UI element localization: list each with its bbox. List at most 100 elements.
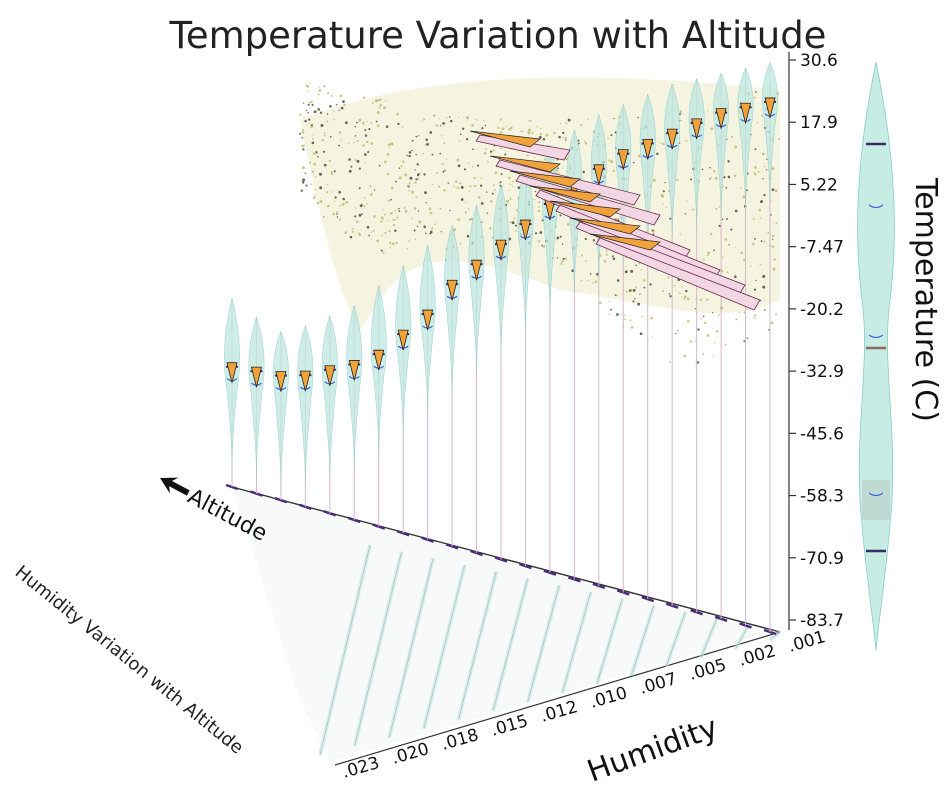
scatter-point: [411, 149, 413, 152]
scatter-point: [534, 232, 538, 235]
scatter-point: [310, 100, 313, 104]
scatter-point: [356, 140, 359, 143]
scatter-point: [508, 189, 510, 191]
scatter-point: [684, 295, 687, 299]
scatter-point: [416, 135, 419, 137]
scatter-point: [611, 255, 614, 258]
violin-body: [590, 113, 607, 278]
scatter-point: [381, 234, 383, 237]
violin-body: [444, 224, 461, 394]
scatter-point: [684, 213, 686, 215]
scatter-point: [429, 131, 433, 134]
scatter-point: [428, 207, 432, 211]
scatter-point: [431, 227, 434, 230]
scatter-point: [753, 288, 757, 291]
scatter-point: [305, 109, 308, 112]
scatter-point: [383, 213, 386, 216]
scatter-point: [461, 127, 465, 131]
scatter-point: [303, 144, 305, 147]
scatter-point: [304, 172, 307, 175]
scatter-point: [330, 94, 333, 97]
scatter-point: [376, 124, 380, 128]
scatter-point: [417, 178, 420, 180]
scatter-point: [723, 176, 726, 179]
scatter-point: [752, 242, 755, 246]
scatter-point: [376, 111, 380, 114]
scatter-point: [556, 236, 560, 240]
trend-arrow: [250, 366, 262, 388]
scatter-point: [584, 259, 587, 262]
scatter-point: [460, 198, 464, 201]
scatter-point: [463, 168, 467, 171]
scatter-point: [447, 182, 450, 184]
scatter-point: [753, 317, 756, 319]
humidity-base-line: [334, 631, 781, 766]
scatter-point: [564, 257, 567, 260]
scatter-point: [753, 172, 757, 176]
scatter-point: [338, 109, 340, 112]
flag-arrow-head: [529, 185, 601, 203]
scatter-point: [558, 135, 561, 139]
scatter-point: [339, 94, 343, 98]
scatter-point: [317, 93, 320, 96]
scatter-point: [775, 313, 778, 316]
scatter-point: [480, 202, 484, 205]
temperature-tick-label: -83.7: [800, 611, 844, 631]
scatter-point: [686, 320, 690, 323]
scatter-point: [422, 152, 425, 155]
scatter-point: [481, 127, 484, 130]
scatter-point: [386, 172, 390, 176]
scatter-point: [700, 318, 702, 320]
scatter-point: [500, 173, 503, 176]
scatter-point: [416, 163, 419, 166]
scatter-point: [335, 211, 339, 214]
temperature-tick-label: -32.9: [800, 362, 844, 382]
scatter-point: [665, 206, 668, 209]
scatter-point: [565, 139, 567, 141]
scatter-point: [406, 184, 410, 188]
scatter-point: [649, 283, 652, 286]
scatter-point: [397, 122, 400, 126]
scatter-point: [531, 131, 534, 134]
scatter-point: [425, 138, 428, 142]
scatter-point: [662, 290, 665, 293]
scatter-point: [681, 285, 683, 288]
scatter-point: [509, 197, 512, 200]
scatter-point: [328, 159, 332, 163]
scatter-point: [754, 314, 757, 317]
scatter-point: [358, 167, 361, 170]
scatter-point: [561, 260, 564, 263]
temperature-tick-label: -7.47: [800, 238, 844, 258]
scatter-point: [310, 183, 312, 186]
scatter-point: [722, 256, 724, 259]
scatter-point: [361, 213, 363, 215]
scatter-point: [358, 118, 362, 122]
scatter-point: [725, 186, 728, 189]
scatter-point: [302, 148, 305, 151]
scatter-point: [642, 279, 646, 282]
scatter-point: [556, 257, 559, 259]
scatter-point: [480, 177, 483, 180]
scatter-point: [388, 199, 391, 202]
scatter-point: [703, 321, 707, 324]
scatter-point: [313, 188, 316, 191]
trend-arrow: [348, 360, 360, 381]
scatter-point: [662, 190, 665, 193]
base-marker: [347, 516, 361, 524]
scatter-point: [398, 207, 400, 210]
scatter-point: [415, 154, 417, 156]
scatter-point: [614, 294, 617, 296]
scatter-point: [678, 113, 682, 116]
scatter-point: [303, 116, 305, 119]
scatter-point: [494, 171, 498, 175]
trend-arrow: [666, 128, 678, 150]
scatter-point: [398, 167, 401, 169]
scatter-point: [758, 208, 762, 212]
scatter-point: [400, 165, 403, 168]
scatter-point: [330, 171, 334, 174]
scatter-point: [778, 138, 781, 141]
scatter-point: [630, 325, 634, 329]
scatter-point: [641, 315, 644, 318]
temperature-tick-label: 17.9: [800, 113, 838, 133]
scatter-point: [726, 138, 728, 141]
